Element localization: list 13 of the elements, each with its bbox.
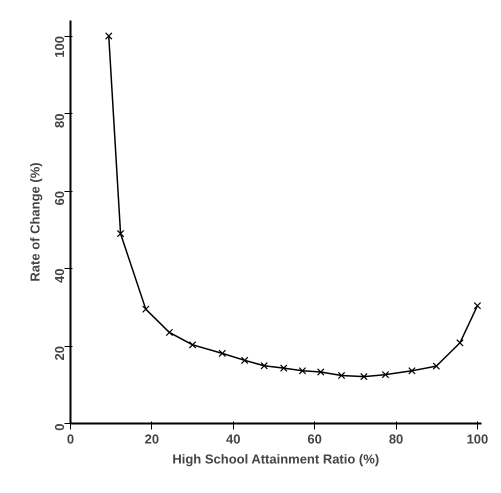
x-axis-title: High School Attainment Ratio (%) [172, 452, 380, 466]
y-tick-label: 60 [52, 190, 67, 206]
y-axis-title: Rate of Change (%) [28, 162, 42, 282]
x-tick-label: 100 [466, 432, 488, 446]
x-tick-label: 80 [388, 432, 404, 446]
x-tick-label: 40 [226, 432, 241, 446]
x-tick-label: 20 [144, 432, 160, 446]
y-tick-label: 20 [52, 346, 67, 360]
y-tick-label: 40 [52, 268, 67, 283]
x-tick-label: 60 [307, 432, 322, 446]
y-tick-label: 80 [52, 113, 67, 128]
y-tick-label: 0 [52, 423, 67, 431]
y-tick-label: 100 [52, 36, 67, 58]
